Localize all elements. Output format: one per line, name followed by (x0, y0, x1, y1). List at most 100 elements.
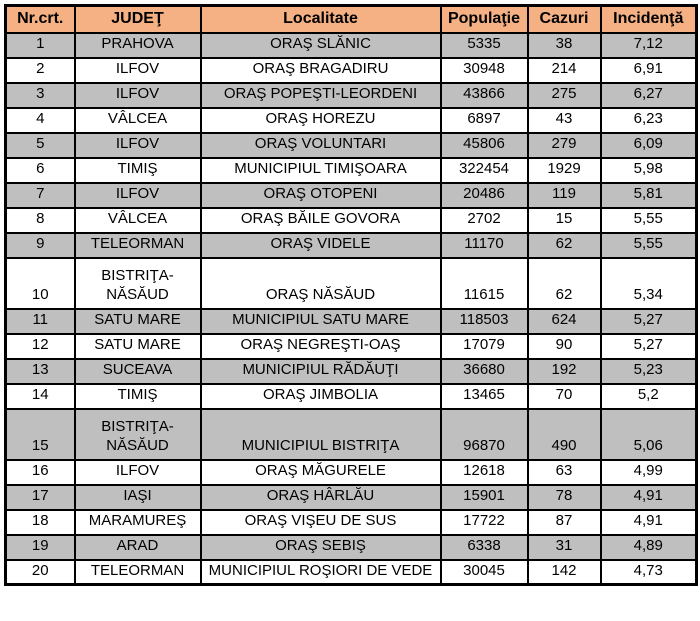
cell-cazuri: 87 (526, 508, 602, 536)
cell-cazuri: 192 (526, 357, 602, 385)
cell-nr: 7 (4, 181, 76, 209)
table-row: 10 BISTRIŢA-NĂSĂUD ORAŞ NĂSĂUD 11615 62 5,34 (4, 256, 698, 310)
cell-cazuri: 70 (526, 382, 602, 410)
cell-populatie: 11615 (439, 256, 529, 310)
cell-judet: ILFOV (73, 181, 202, 209)
cell-populatie: 17079 (439, 332, 529, 360)
cell-cazuri: 214 (526, 56, 602, 84)
cell-cazuri: 63 (526, 458, 602, 486)
cell-incidenta: 5,27 (599, 332, 698, 360)
cell-incidenta: 6,09 (599, 131, 698, 159)
table-row: 5 ILFOV ORAŞ VOLUNTARI 45806 279 6,09 (4, 131, 698, 159)
cell-cazuri: 490 (526, 407, 602, 461)
cell-localitate: ORAŞ MĂGURELE (199, 458, 442, 486)
cell-nr: 3 (4, 81, 76, 109)
table-row: 19 ARAD ORAŞ SEBIŞ 6338 31 4,89 (4, 533, 698, 561)
cell-incidenta: 6,91 (599, 56, 698, 84)
cell-localitate: ORAŞ BĂILE GOVORA (199, 206, 442, 234)
cell-nr: 11 (4, 307, 76, 335)
cell-localitate: ORAŞ VIDELE (199, 231, 442, 259)
cell-cazuri: 624 (526, 307, 602, 335)
table-row: 12 SATU MARE ORAŞ NEGREŞTI-OAŞ 17079 90 5,27 (4, 332, 698, 360)
cell-judet: ILFOV (73, 56, 202, 84)
cell-judet: SATU MARE (73, 307, 202, 335)
table-row: 11 SATU MARE MUNICIPIUL SATU MARE 118503 624… (4, 307, 698, 335)
cell-populatie: 45806 (439, 131, 529, 159)
cell-cazuri: 31 (526, 533, 602, 561)
cell-localitate: MUNICIPIUL SATU MARE (199, 307, 442, 335)
cell-localitate: ORAŞ BRAGADIRU (199, 56, 442, 84)
cell-cazuri: 1929 (526, 156, 602, 184)
cell-judet: BISTRIŢA-NĂSĂUD (73, 407, 202, 461)
cell-nr: 19 (4, 533, 76, 561)
column-header-judet: JUDEŢ (73, 4, 202, 34)
cell-populatie: 96870 (439, 407, 529, 461)
cell-cazuri: 62 (526, 231, 602, 259)
column-header-populatie: Populaţie (439, 4, 529, 34)
cell-populatie: 30948 (439, 56, 529, 84)
cell-judet: TIMIŞ (73, 382, 202, 410)
cell-populatie: 17722 (439, 508, 529, 536)
cell-cazuri: 142 (526, 558, 602, 586)
cell-judet: BISTRIŢA-NĂSĂUD (73, 256, 202, 310)
cell-populatie: 118503 (439, 307, 529, 335)
cell-incidenta: 5,34 (599, 256, 698, 310)
cell-incidenta: 5,27 (599, 307, 698, 335)
table-row: 2 ILFOV ORAŞ BRAGADIRU 30948 214 6,91 (4, 56, 698, 84)
cell-localitate: ORAŞ VIŞEU DE SUS (199, 508, 442, 536)
table-row: 16 ILFOV ORAŞ MĂGURELE 12618 63 4,99 (4, 458, 698, 486)
cell-localitate: ORAŞ HOREZU (199, 106, 442, 134)
cell-cazuri: 90 (526, 332, 602, 360)
cell-judet: ARAD (73, 533, 202, 561)
cell-nr: 9 (4, 231, 76, 259)
cell-nr: 16 (4, 458, 76, 486)
cell-localitate: ORAŞ VOLUNTARI (199, 131, 442, 159)
cell-populatie: 6897 (439, 106, 529, 134)
table-row: 20 TELEORMAN MUNICIPIUL ROŞIORI DE VEDE 300… (4, 558, 698, 586)
cell-localitate: ORAŞ JIMBOLIA (199, 382, 442, 410)
cell-cazuri: 43 (526, 106, 602, 134)
cell-localitate: MUNICIPIUL ROŞIORI DE VEDE (199, 558, 442, 586)
cell-nr: 13 (4, 357, 76, 385)
cell-incidenta: 5,55 (599, 206, 698, 234)
cell-incidenta: 5,98 (599, 156, 698, 184)
cell-judet: VÂLCEA (73, 206, 202, 234)
cell-judet: ILFOV (73, 458, 202, 486)
column-header-localitate: Localitate (199, 4, 442, 34)
table-row: 18 MARAMUREŞ ORAŞ VIŞEU DE SUS 17722 87 4,91 (4, 508, 698, 536)
cell-localitate: ORAŞ SEBIŞ (199, 533, 442, 561)
cell-incidenta: 6,23 (599, 106, 698, 134)
cell-localitate: ORAŞ SLĂNIC (199, 31, 442, 59)
cell-populatie: 5335 (439, 31, 529, 59)
cell-judet: TELEORMAN (73, 558, 202, 586)
cell-localitate: ORAŞ OTOPENI (199, 181, 442, 209)
table-header: Nr.crt. JUDEŢ Localitate Populaţie Cazuri Inc… (4, 4, 698, 34)
cell-incidenta: 6,27 (599, 81, 698, 109)
cell-incidenta: 5,23 (599, 357, 698, 385)
cell-localitate: MUNICIPIUL RĂDĂUŢI (199, 357, 442, 385)
cell-incidenta: 4,89 (599, 533, 698, 561)
cell-populatie: 6338 (439, 533, 529, 561)
table-row: 14 TIMIŞ ORAŞ JIMBOLIA 13465 70 5,2 (4, 382, 698, 410)
table-row: 7 ILFOV ORAŞ OTOPENI 20486 119 5,81 (4, 181, 698, 209)
cell-nr: 20 (4, 558, 76, 586)
cell-incidenta: 5,81 (599, 181, 698, 209)
cell-nr: 1 (4, 31, 76, 59)
cell-judet: TIMIŞ (73, 156, 202, 184)
cell-nr: 10 (4, 256, 76, 310)
cell-localitate: ORAŞ NEGREŞTI-OAŞ (199, 332, 442, 360)
cell-cazuri: 38 (526, 31, 602, 59)
cell-localitate: ORAŞ POPEŞTI-LEORDENI (199, 81, 442, 109)
table-row: 9 TELEORMAN ORAŞ VIDELE 11170 62 5,55 (4, 231, 698, 259)
table-row: 6 TIMIŞ MUNICIPIUL TIMIŞOARA 322454 1929 5,98 (4, 156, 698, 184)
table-row: 13 SUCEAVA MUNICIPIUL RĂDĂUŢI 36680 192 5,23 (4, 357, 698, 385)
cell-localitate: MUNICIPIUL TIMIŞOARA (199, 156, 442, 184)
cell-incidenta: 4,73 (599, 558, 698, 586)
table-row: 1 PRAHOVA ORAŞ SLĂNIC 5335 38 7,12 (4, 31, 698, 59)
cell-nr: 8 (4, 206, 76, 234)
cell-nr: 17 (4, 483, 76, 511)
cell-populatie: 2702 (439, 206, 529, 234)
cell-incidenta: 5,55 (599, 231, 698, 259)
cell-cazuri: 279 (526, 131, 602, 159)
table-row: 8 VÂLCEA ORAŞ BĂILE GOVORA 2702 15 5,55 (4, 206, 698, 234)
